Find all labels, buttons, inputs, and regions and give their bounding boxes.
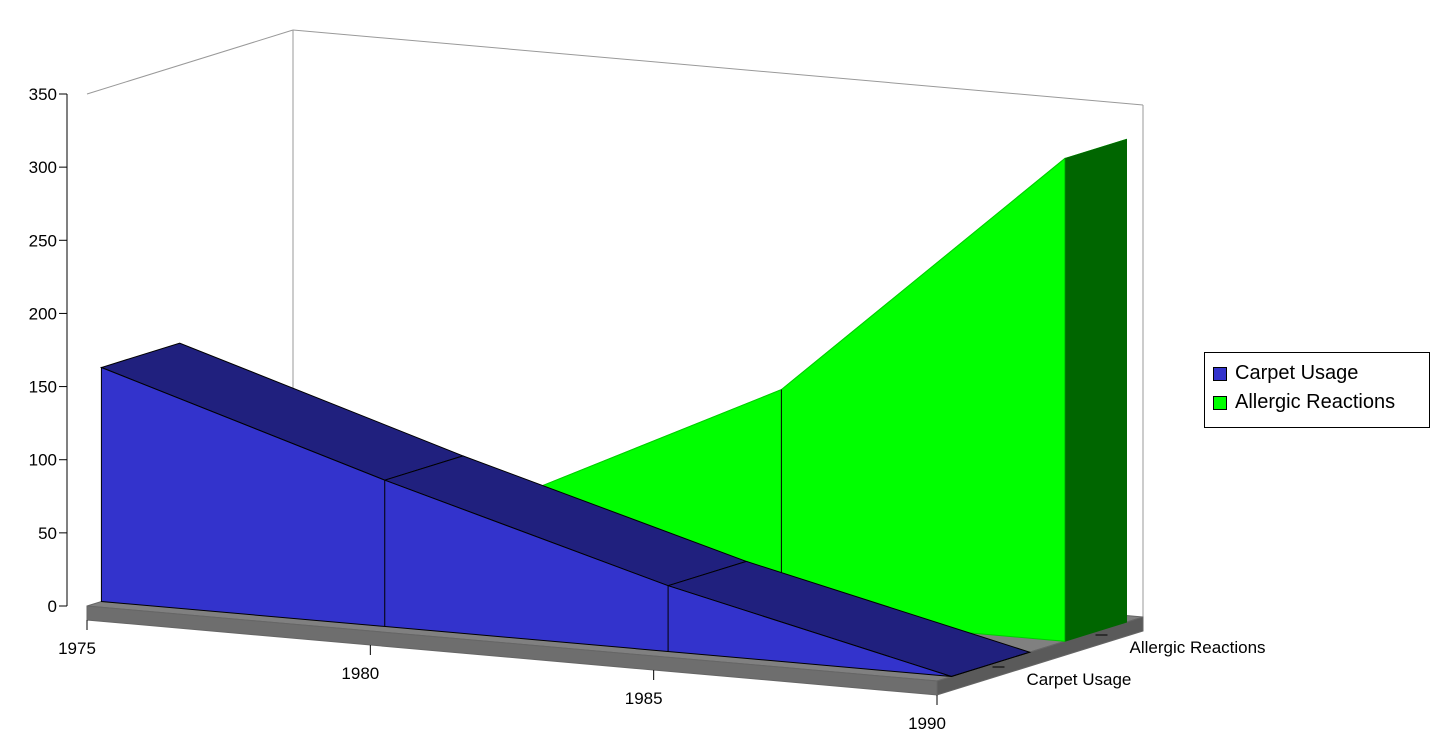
y-tick-label-100: 100 [29,451,57,470]
legend: Carpet Usage Allergic Reactions [1204,352,1430,428]
depth-axis: Carpet Usage Allergic Reactions [992,634,1266,689]
legend-swatch-allergic-reactions [1213,395,1227,410]
x-tick-label-1975: 1975 [58,639,96,658]
x-axis: 1975 1980 1985 1990 [58,620,946,733]
y-tick-label-50: 50 [38,524,57,543]
back-wall-top-edge [292,29,1144,106]
legend-label-allergic-reactions: Allergic Reactions [1235,391,1396,413]
side-wall-top-edge [86,29,294,95]
series-carpet-usage [99,342,1032,678]
series-allergic-reactions-end-face [1064,138,1127,642]
legend-swatch-carpet-usage [1213,366,1227,381]
legend-item-carpet-usage: Carpet Usage [1213,359,1421,388]
x-tick-label-1980: 1980 [341,664,379,683]
y-tick-label-250: 250 [29,231,57,250]
depth-label-carpet-usage: Carpet Usage [1027,670,1132,689]
series-carpet-usage-end-face [951,651,1030,677]
y-axis: 0 50 100 150 200 250 300 350 [29,85,68,616]
y-tick-label-350: 350 [29,85,57,104]
x-tick-label-1985: 1985 [625,689,663,708]
legend-label-carpet-usage: Carpet Usage [1235,362,1359,384]
depth-label-allergic-reactions: Allergic Reactions [1130,638,1266,657]
y-tick-label-200: 200 [29,304,57,323]
x-tick-label-1990: 1990 [908,714,946,733]
y-tick-label-150: 150 [29,378,57,397]
legend-item-allergic-reactions: Allergic Reactions [1213,388,1421,417]
y-tick-label-300: 300 [29,158,57,177]
y-tick-label-0: 0 [48,597,57,616]
series-carpet-usage-front-face [100,366,952,677]
